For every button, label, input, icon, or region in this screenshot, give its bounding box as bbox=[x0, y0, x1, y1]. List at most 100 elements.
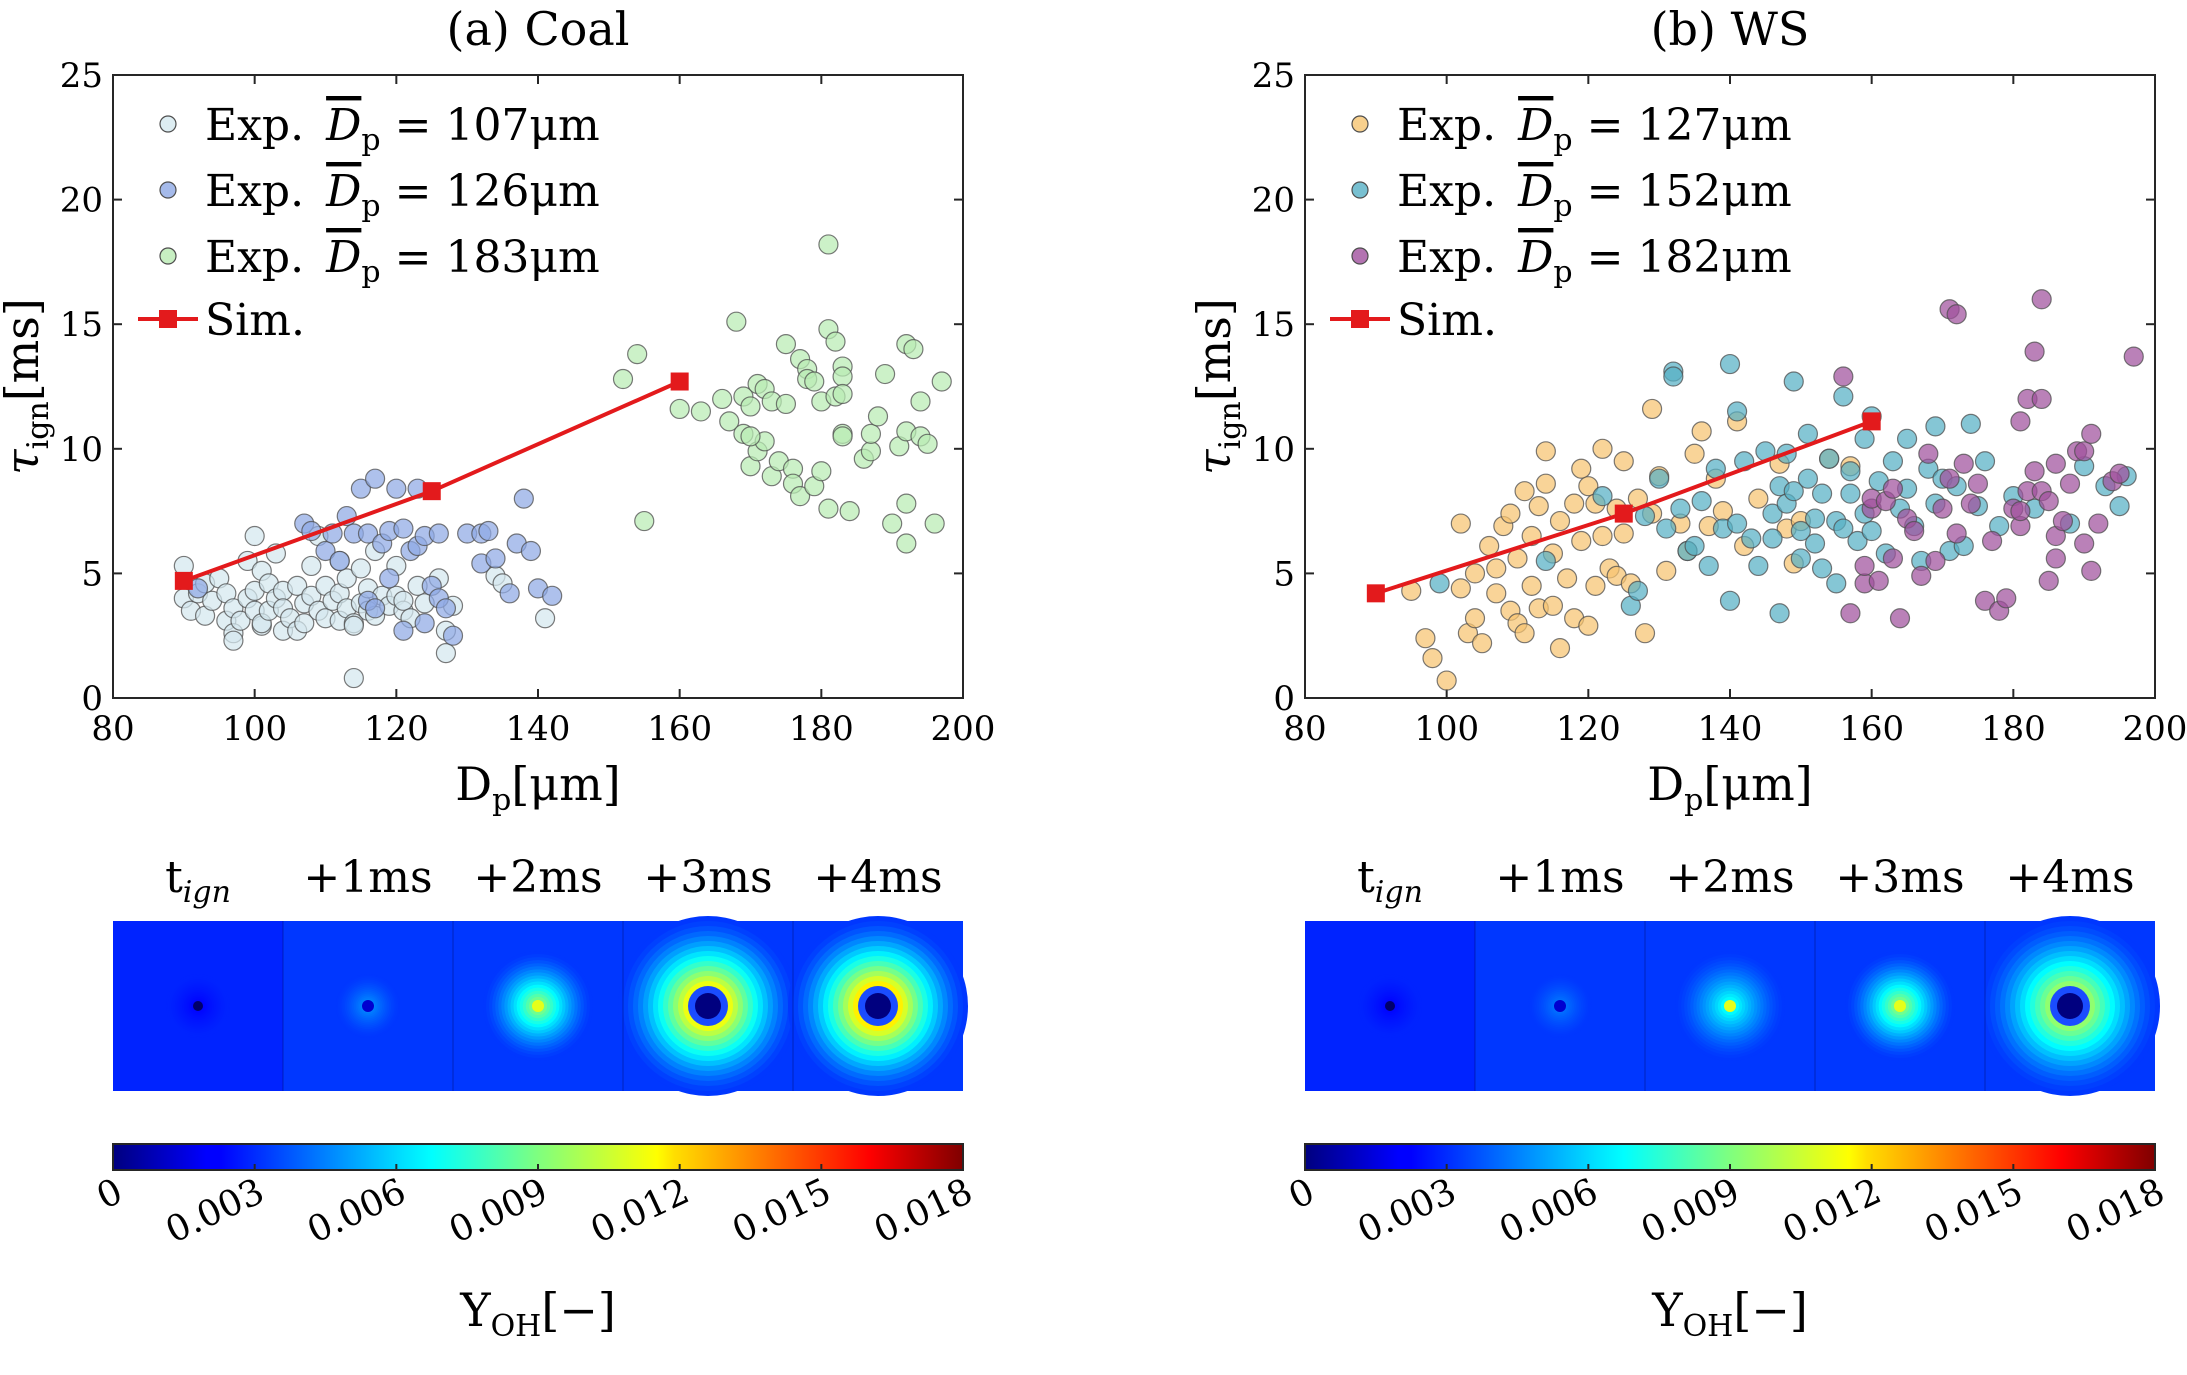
data-point bbox=[690, 401, 712, 422]
data-point bbox=[1450, 578, 1471, 599]
data-point bbox=[1578, 476, 1599, 497]
data-point bbox=[1514, 623, 1535, 644]
data-point bbox=[1790, 520, 1811, 542]
data-point bbox=[2010, 501, 2031, 522]
data-point bbox=[520, 540, 542, 562]
data-point bbox=[2074, 441, 2095, 462]
data-point bbox=[2109, 463, 2130, 484]
data-point bbox=[1663, 366, 1684, 387]
data-point bbox=[1748, 488, 1769, 509]
data-point bbox=[1882, 548, 1904, 569]
data-point bbox=[435, 643, 457, 664]
data-point bbox=[1556, 568, 1578, 589]
sim-marker bbox=[1614, 504, 1633, 523]
series-2 bbox=[612, 234, 952, 554]
data-point bbox=[612, 368, 634, 390]
chart-title: (b) WS bbox=[1651, 2, 1810, 56]
data-point bbox=[867, 406, 889, 427]
data-point bbox=[442, 625, 464, 646]
data-point bbox=[287, 575, 308, 596]
data-point bbox=[1464, 563, 1486, 584]
data-point bbox=[343, 615, 364, 636]
data-point bbox=[1833, 366, 1854, 387]
data-point bbox=[1946, 304, 1967, 325]
data-point bbox=[1656, 560, 1677, 582]
data-point bbox=[1882, 478, 1904, 499]
data-point bbox=[2010, 411, 2031, 432]
data-point bbox=[294, 613, 315, 634]
time-label: +4ms bbox=[813, 852, 942, 903]
colorbar-tick-label: 0.018 bbox=[2060, 1171, 2171, 1252]
data-point bbox=[2045, 548, 2066, 569]
colorbar-tick-label: 0.018 bbox=[868, 1171, 979, 1252]
data-point bbox=[1811, 558, 1833, 579]
data-point bbox=[343, 667, 364, 689]
data-point bbox=[1592, 486, 1613, 507]
legend-label: Exp. Dp = 126μm bbox=[205, 166, 600, 224]
y-tick-label: 5 bbox=[1273, 554, 1295, 594]
data-point bbox=[726, 311, 747, 332]
data-point bbox=[1960, 413, 1981, 434]
data-point bbox=[1542, 595, 1564, 616]
x-tick-label: 180 bbox=[789, 709, 854, 749]
data-point bbox=[1691, 491, 1712, 512]
data-point bbox=[1514, 481, 1535, 502]
data-point bbox=[357, 523, 379, 544]
data-point bbox=[2038, 491, 2059, 512]
x-tick-label: 140 bbox=[1698, 709, 1763, 749]
oh-field-frame bbox=[452, 921, 623, 1091]
sim-marker bbox=[422, 482, 441, 501]
panel-coal: (a) Coal 80 100 120 140 160 180 200 0 5 10 15 20 25 Dp… bbox=[0, 2, 995, 1344]
sim-marker bbox=[1862, 412, 1881, 431]
data-point bbox=[350, 478, 372, 499]
data-point bbox=[414, 613, 435, 634]
data-point bbox=[1564, 493, 1585, 514]
y-tick-label: 15 bbox=[1252, 305, 1295, 345]
data-point bbox=[910, 391, 931, 412]
data-point bbox=[1974, 590, 1996, 611]
data-point bbox=[1911, 565, 1932, 586]
series-1 bbox=[187, 468, 563, 646]
data-point bbox=[775, 393, 797, 415]
data-point bbox=[1932, 498, 1953, 519]
colorbar-tick-label: 0.009 bbox=[443, 1171, 554, 1252]
colorbar-label: YOH[−] bbox=[1651, 1283, 1808, 1344]
data-point bbox=[860, 441, 882, 462]
data-point bbox=[1535, 550, 1556, 572]
y-tick-label: 0 bbox=[81, 679, 103, 719]
data-point bbox=[2052, 510, 2074, 532]
data-point bbox=[1549, 638, 1571, 659]
data-point bbox=[1592, 525, 1613, 547]
oh-field-frame bbox=[1644, 921, 1815, 1091]
y-tick-label: 10 bbox=[1252, 430, 1295, 470]
data-point bbox=[1904, 520, 1925, 542]
data-point bbox=[1996, 588, 2017, 609]
data-point bbox=[627, 344, 648, 365]
data-point bbox=[789, 486, 811, 507]
data-point bbox=[740, 396, 761, 417]
data-point bbox=[1854, 555, 1875, 577]
x-axis-label: Dp[μm] bbox=[455, 757, 621, 818]
data-point bbox=[1861, 520, 1882, 542]
oh-field-frame bbox=[1474, 921, 1645, 1091]
colorbar-tick-label: 0 bbox=[91, 1171, 129, 1218]
data-point bbox=[393, 518, 414, 539]
data-point bbox=[1719, 590, 1741, 611]
y-tick-label: 5 bbox=[81, 554, 103, 594]
data-point bbox=[1918, 443, 1939, 464]
data-point bbox=[1500, 503, 1521, 524]
x-tick-label: 80 bbox=[91, 709, 134, 749]
data-point bbox=[1450, 513, 1471, 534]
data-point bbox=[1528, 496, 1549, 517]
data-point bbox=[825, 331, 846, 352]
chart-title: (a) Coal bbox=[447, 2, 630, 56]
data-point bbox=[350, 558, 372, 579]
data-point bbox=[513, 488, 534, 509]
x-tick-label: 160 bbox=[647, 709, 712, 749]
colorbar-tick-label: 0.003 bbox=[160, 1171, 271, 1252]
data-point bbox=[315, 540, 336, 562]
data-point bbox=[1649, 468, 1670, 489]
data-point bbox=[1946, 523, 1967, 544]
data-point bbox=[896, 533, 917, 554]
